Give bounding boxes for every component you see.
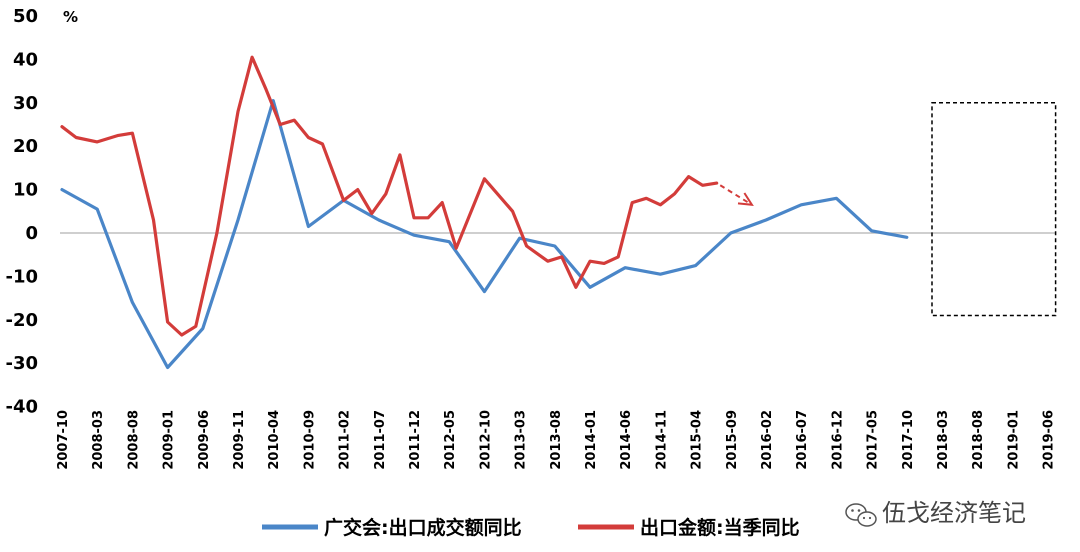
y-tick-label: -20 (5, 310, 38, 331)
x-tick-label: 2010-09 (302, 410, 317, 470)
y-tick-label: -10 (5, 266, 38, 287)
x-tick-label: 2011-12 (408, 410, 423, 470)
x-tick-label: 2013-08 (549, 410, 564, 470)
y-tick-label: 30 (13, 93, 38, 114)
y-tick-label: 20 (13, 136, 38, 157)
x-tick-label: 2011-07 (373, 410, 388, 470)
x-tick-label: 2019-01 (1006, 410, 1021, 470)
arrow-shaft (719, 184, 753, 206)
x-tick-label: 2010-04 (267, 410, 282, 470)
x-tick-label: 2019-06 (1042, 410, 1057, 470)
legend-label-series-0: 广交会:出口成交额同比 (324, 516, 522, 539)
y-tick-label: 50 (13, 6, 38, 27)
y-axis-unit: % (63, 8, 78, 26)
x-tick-label: 2013-03 (514, 410, 529, 470)
y-tick-label: 0 (25, 223, 38, 244)
y-tick-label: 10 (13, 180, 38, 201)
dashed-forecast-arrow (719, 184, 754, 206)
y-tick-label: -30 (5, 353, 38, 374)
x-tick-label: 2015-09 (725, 410, 740, 470)
wechat-icon (845, 503, 877, 527)
x-tick-label: 2011-02 (338, 410, 353, 470)
x-tick-label: 2014-11 (654, 410, 669, 470)
legend: 广交会:出口成交额同比 出口金额:当季同比 (262, 516, 800, 539)
x-tick-label: 2014-06 (619, 410, 634, 470)
series-line-0 (60, 98, 909, 370)
x-tick-label: 2009-01 (162, 410, 177, 470)
watermark-text: 伍戈经济笔记 (882, 499, 1026, 527)
y-tick-label: -40 (5, 397, 38, 418)
x-tick-label: 2018-03 (936, 410, 951, 470)
x-tick-label: 2015-04 (690, 410, 705, 470)
x-tick-label: 2012-05 (443, 410, 458, 470)
x-tick-label: 2008-03 (91, 410, 106, 470)
y-tick-label: 40 (13, 49, 38, 70)
highlight-box (931, 102, 1057, 317)
x-tick-label: 2016-02 (760, 410, 775, 470)
arrow-head (737, 192, 754, 206)
series-layer (60, 55, 909, 370)
x-tick-label: 2016-07 (795, 410, 810, 470)
x-tick-label: 2014-01 (584, 410, 599, 470)
x-tick-label: 2008-08 (126, 410, 141, 470)
x-tick-label: 2017-05 (866, 410, 881, 470)
x-axis-ticks: 2007-10 2008-03 2008-08 2009-01 2009-06 2009-… (56, 410, 1057, 470)
x-tick-label: 2009-06 (197, 410, 212, 470)
legend-label-series-1: 出口金额:当季同比 (640, 516, 800, 539)
x-tick-label: 2016-12 (830, 410, 845, 470)
x-tick-label: 2017-10 (901, 410, 916, 470)
x-tick-label: 2007-10 (56, 410, 71, 470)
x-tick-label: 2018-08 (971, 410, 986, 470)
y-axis-ticks: -40 -30 -20 -10 0 10 20 30 40 50 (5, 6, 38, 418)
x-tick-label: 2012-10 (478, 410, 493, 470)
watermark: 伍戈经济笔记 (845, 499, 1026, 527)
x-tick-label: 2009-11 (232, 410, 247, 470)
series-line-1 (60, 55, 719, 337)
